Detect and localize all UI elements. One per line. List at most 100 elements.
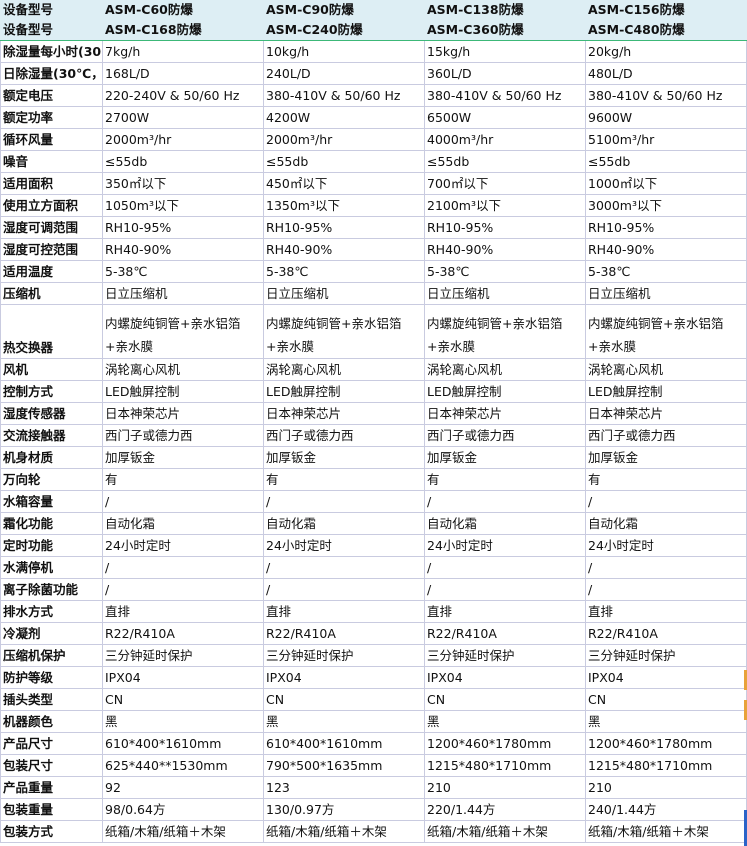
value-cell[interactable]: LED触屏控制 [263, 380, 425, 403]
value-cell[interactable]: 西门子或德力西 [102, 424, 264, 447]
value-cell[interactable]: 6500W [424, 106, 586, 129]
value-cell[interactable]: / [424, 556, 586, 579]
value-cell[interactable]: 10kg/h [263, 40, 425, 63]
row-label[interactable]: 压缩机 [0, 282, 103, 305]
header-label[interactable]: 设备型号 [0, 0, 103, 19]
value-cell[interactable]: 三分钟延时保护 [424, 644, 586, 667]
model-name-cell[interactable]: ASM-C480防爆 [585, 18, 747, 41]
value-cell[interactable]: CN [585, 688, 747, 711]
row-label[interactable]: 包装尺寸 [0, 754, 103, 777]
value-cell[interactable]: 直排 [424, 600, 586, 623]
model-name-cell[interactable]: ASM-C360防爆 [424, 18, 586, 41]
row-label[interactable]: 风机 [0, 358, 103, 381]
value-cell[interactable]: / [263, 556, 425, 579]
value-cell[interactable]: 380-410V & 50/60 Hz [585, 84, 747, 107]
value-cell[interactable]: ≤55db [263, 150, 425, 173]
value-cell[interactable]: 240L/D [263, 62, 425, 85]
value-cell[interactable]: 涡轮离心风机 [263, 358, 425, 381]
value-cell[interactable]: 5100m³/hr [585, 128, 747, 151]
value-cell[interactable]: 1215*480*1710mm [424, 754, 586, 777]
value-cell[interactable]: LED触屏控制 [424, 380, 586, 403]
row-label[interactable]: 包装重量 [0, 798, 103, 821]
value-cell[interactable]: 92 [102, 776, 264, 799]
value-cell[interactable]: 日本神荣芯片 [263, 402, 425, 425]
value-cell[interactable]: 涡轮离心风机 [424, 358, 586, 381]
value-cell[interactable]: 涡轮离心风机 [585, 358, 747, 381]
value-cell[interactable]: 610*400*1610mm [102, 732, 264, 755]
value-cell[interactable]: 220-240V & 50/60 Hz [102, 84, 264, 107]
value-cell[interactable]: / [585, 556, 747, 579]
value-cell[interactable]: 24小时定时 [585, 534, 747, 557]
value-cell[interactable]: 1350m³以下 [263, 194, 425, 217]
value-cell[interactable]: / [585, 578, 747, 601]
value-cell[interactable]: 直排 [263, 600, 425, 623]
model-name-cell[interactable]: ASM-C156防爆 [585, 0, 747, 19]
value-cell[interactable]: 日立压缩机 [424, 282, 586, 305]
value-cell[interactable]: 日本神荣芯片 [585, 402, 747, 425]
value-cell[interactable]: 380-410V & 50/60 Hz [424, 84, 586, 107]
value-cell[interactable]: RH10-95% [585, 216, 747, 239]
value-cell[interactable]: 内螺旋纯铜管+亲水铝箔+亲水膜 [424, 304, 586, 359]
row-label[interactable]: 冷凝剂 [0, 622, 103, 645]
value-cell[interactable]: 1200*460*1780mm [585, 732, 747, 755]
value-cell[interactable]: 加厚钣金 [585, 446, 747, 469]
row-label[interactable]: 防护等级 [0, 666, 103, 689]
value-cell[interactable]: 纸箱/木箱/纸箱＋木架 [585, 820, 747, 843]
value-cell[interactable]: 黑 [263, 710, 425, 733]
value-cell[interactable]: 24小时定时 [424, 534, 586, 557]
value-cell[interactable]: 1050m³以下 [102, 194, 264, 217]
value-cell[interactable]: LED触屏控制 [585, 380, 747, 403]
value-cell[interactable]: 360L/D [424, 62, 586, 85]
model-name-cell[interactable]: ASM-C60防爆 [102, 0, 264, 19]
model-name-cell[interactable]: ASM-C90防爆 [263, 0, 425, 19]
value-cell[interactable]: IPX04 [263, 666, 425, 689]
value-cell[interactable]: 220/1.44方 [424, 798, 586, 821]
value-cell[interactable]: 涡轮离心风机 [102, 358, 264, 381]
row-label[interactable]: 包装方式 [0, 820, 103, 843]
selection-handle[interactable] [744, 810, 747, 846]
value-cell[interactable]: RH10-95% [263, 216, 425, 239]
value-cell[interactable]: 西门子或德力西 [585, 424, 747, 447]
value-cell[interactable]: 内螺旋纯铜管+亲水铝箔+亲水膜 [585, 304, 747, 359]
value-cell[interactable]: CN [102, 688, 264, 711]
value-cell[interactable]: CN [263, 688, 425, 711]
value-cell[interactable]: 纸箱/木箱/纸箱＋木架 [424, 820, 586, 843]
value-cell[interactable]: 日立压缩机 [585, 282, 747, 305]
value-cell[interactable]: 24小时定时 [263, 534, 425, 557]
value-cell[interactable]: ≤55db [102, 150, 264, 173]
row-label[interactable]: 控制方式 [0, 380, 103, 403]
value-cell[interactable]: 1200*460*1780mm [424, 732, 586, 755]
value-cell[interactable]: LED触屏控制 [102, 380, 264, 403]
value-cell[interactable]: 日立压缩机 [102, 282, 264, 305]
value-cell[interactable]: 2100m³以下 [424, 194, 586, 217]
value-cell[interactable]: 240/1.44方 [585, 798, 747, 821]
value-cell[interactable]: 内螺旋纯铜管+亲水铝箔+亲水膜 [102, 304, 264, 359]
row-label[interactable]: 水满停机 [0, 556, 103, 579]
value-cell[interactable]: 20kg/h [585, 40, 747, 63]
row-label[interactable]: 噪音 [0, 150, 103, 173]
value-cell[interactable]: 9600W [585, 106, 747, 129]
row-label[interactable]: 水箱容量 [0, 490, 103, 513]
row-label[interactable]: 插头类型 [0, 688, 103, 711]
value-cell[interactable]: / [585, 490, 747, 513]
value-cell[interactable]: R22/R410A [102, 622, 264, 645]
value-cell[interactable]: 98/0.64方 [102, 798, 264, 821]
value-cell[interactable]: 三分钟延时保护 [585, 644, 747, 667]
row-label[interactable]: 离子除菌功能 [0, 578, 103, 601]
value-cell[interactable]: 1215*480*1710mm [585, 754, 747, 777]
model-name-cell[interactable]: ASM-C168防爆 [102, 18, 264, 41]
value-cell[interactable]: 黑 [585, 710, 747, 733]
row-label[interactable]: 湿度传感器 [0, 402, 103, 425]
row-label[interactable]: 机器颜色 [0, 710, 103, 733]
value-cell[interactable]: RH10-95% [102, 216, 264, 239]
row-label[interactable]: 霜化功能 [0, 512, 103, 535]
value-cell[interactable]: IPX04 [585, 666, 747, 689]
value-cell[interactable]: RH40-90% [585, 238, 747, 261]
value-cell[interactable]: RH40-90% [102, 238, 264, 261]
value-cell[interactable]: / [424, 578, 586, 601]
value-cell[interactable]: 790*500*1635mm [263, 754, 425, 777]
value-cell[interactable]: 黑 [102, 710, 264, 733]
value-cell[interactable]: 450㎡以下 [263, 172, 425, 195]
row-label[interactable]: 压缩机保护 [0, 644, 103, 667]
row-label[interactable]: 额定电压 [0, 84, 103, 107]
